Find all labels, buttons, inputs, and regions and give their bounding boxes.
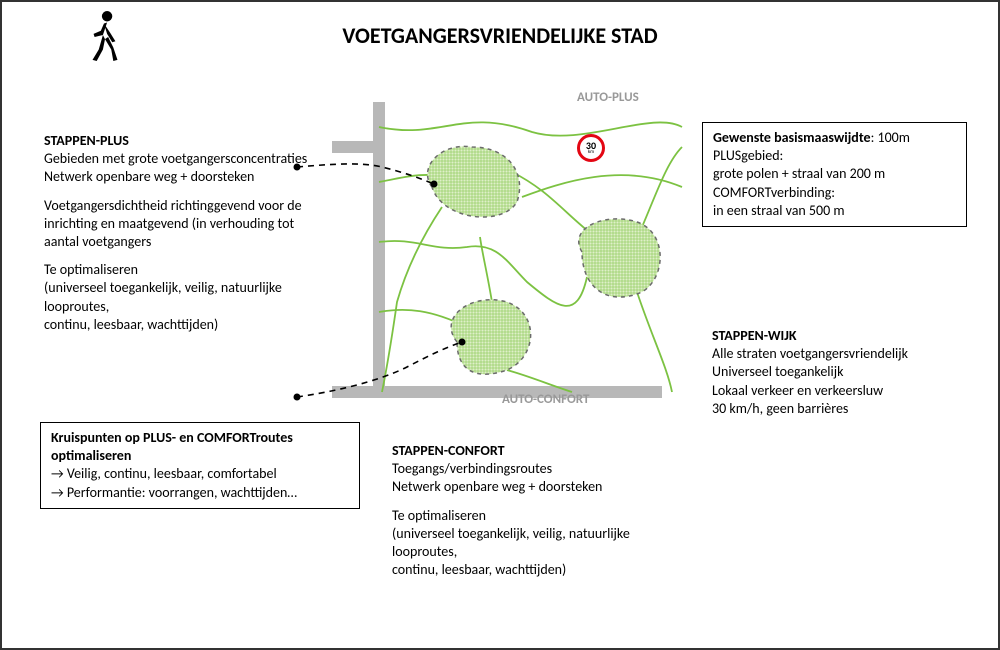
text-line: Toegangs/verbindingsroutes — [392, 460, 682, 478]
text-line: → Performantie: voorrangen, wachttijden… — [51, 484, 349, 502]
text-line: Gebieden met grote voetgangersconcentrat… — [44, 150, 314, 168]
text-line: Te optimaliseren — [392, 507, 682, 525]
text-line: Universeel toegankelijk — [712, 363, 962, 381]
text-line: Netwerk openbare weg + doorsteken — [44, 168, 314, 186]
page-title: VOETGANGERSVRIENDELIJKE STAD — [2, 22, 998, 49]
stappen-confort-block: STAPPEN-CONFORT Toegangs/verbindingsrout… — [392, 442, 682, 579]
text-line: continu, leesbaar, wachttijden) — [392, 561, 682, 579]
kruispunten-box: Kruispunten op PLUS- en COMFORTroutes op… — [40, 422, 360, 509]
text-line: in een straal van 500 m — [713, 202, 956, 220]
text-line: Lokaal verkeer en verkeersluw — [712, 382, 962, 400]
stappen-plus-block: STAPPEN-PLUS Gebieden met grote voetgang… — [44, 132, 314, 334]
text-line: COMFORTverbinding: — [713, 184, 956, 202]
text-line: Voetgangersdichtheid richtinggevend voor… — [44, 197, 314, 252]
basismaaswijdte-box: Gewenste basismaaswijdte: 100m PLUSgebie… — [702, 122, 967, 227]
pedestrian-icon — [84, 10, 126, 62]
text-line: (universeel toegankelijk, veilig, natuur… — [44, 279, 314, 315]
text-line: PLUSgebied: — [713, 147, 956, 165]
text-line: Netwerk openbare weg + doorsteken — [392, 478, 682, 496]
text-line: Gewenste basismaaswijdte: 100m — [713, 129, 956, 147]
text-line: Alle straten voetgangersvriendelijk — [712, 345, 962, 363]
text-line: (universeel toegankelijk, veilig, natuur… — [392, 525, 682, 561]
text-line: → Veilig, continu, leesbaar, comfortabel — [51, 465, 349, 483]
auto-confort-label: AUTO-CONFORT — [502, 392, 589, 407]
text-line: Kruispunten op PLUS- en COMFORTroutes op… — [51, 429, 349, 465]
text-line: Te optimaliseren — [44, 261, 314, 279]
text-line: 30 km/h, geen barrières — [712, 400, 962, 418]
auto-plus-label: AUTO-PLUS — [577, 90, 639, 105]
speed-limit-sign: 30 km — [577, 134, 605, 162]
stappen-confort-heading: STAPPEN-CONFORT — [392, 442, 682, 460]
network-diagram: AUTO-PLUS AUTO-CONFORT 30 km — [322, 92, 682, 432]
text-line: grote polen + straal van 200 m — [713, 165, 956, 183]
stappen-wijk-block: STAPPEN-WIJK Alle straten voetgangersvri… — [712, 327, 962, 418]
text-line: continu, leesbaar, wachttijden) — [44, 316, 314, 334]
speed-unit: km — [588, 150, 594, 154]
stappen-wijk-heading: STAPPEN-WIJK — [712, 327, 962, 345]
stappen-plus-heading: STAPPEN-PLUS — [44, 132, 314, 150]
